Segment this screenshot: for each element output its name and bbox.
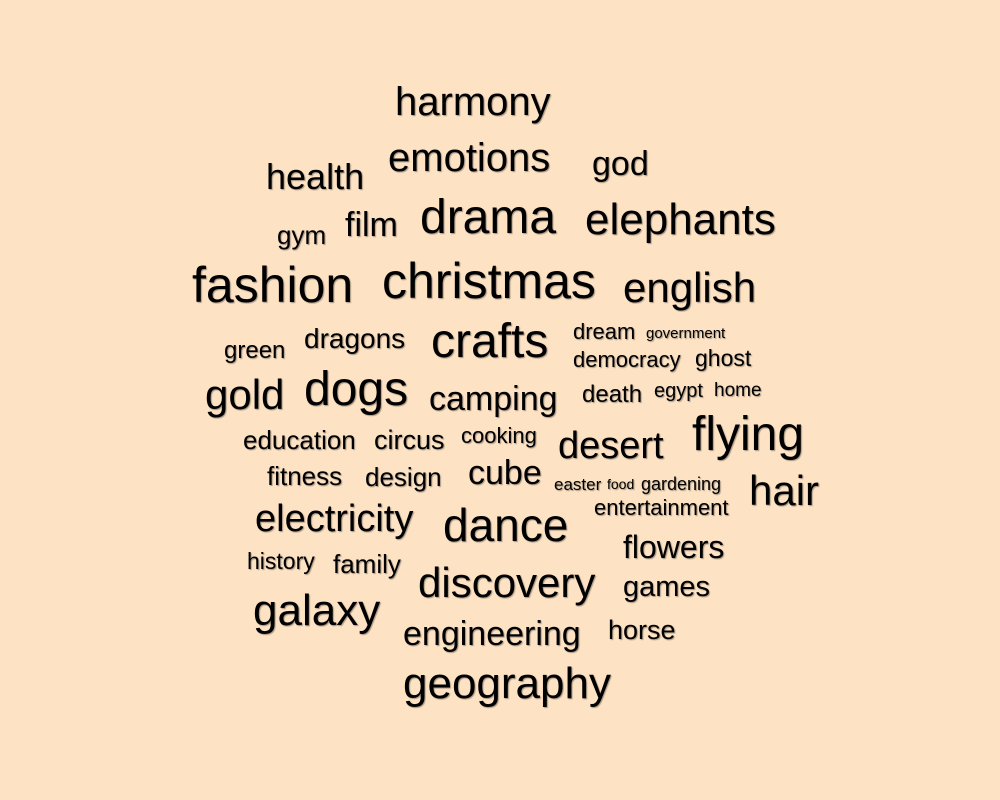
word-electricity: electricity [255, 498, 414, 540]
word-flowers: flowers [623, 529, 725, 565]
word-games: games [623, 571, 711, 603]
word-horse: horse [608, 615, 676, 645]
word-democracy: democracy [573, 347, 681, 372]
word-cooking: cooking [461, 423, 537, 448]
word-christmas: christmas [382, 253, 596, 309]
word-film: film [345, 206, 398, 244]
word-elephants: elephants [585, 195, 776, 244]
word-egypt: egypt [654, 380, 703, 402]
word-dance: dance [443, 499, 569, 551]
word-cube: cube [468, 454, 542, 492]
word-family: family [333, 549, 401, 579]
word-harmony: harmony [395, 80, 551, 124]
word-government: government [646, 325, 726, 342]
word-hair: hair [749, 467, 820, 514]
word-geography: geography [403, 659, 611, 708]
word-history: history [247, 548, 315, 574]
word-entertainment: entertainment [594, 495, 729, 520]
word-dogs: dogs [304, 363, 409, 416]
word-gardening: gardening [641, 474, 722, 494]
word-english: english [623, 264, 757, 311]
word-gold: gold [205, 371, 285, 418]
word-ghost: ghost [695, 345, 752, 371]
word-dragons: dragons [304, 323, 406, 354]
word-fashion: fashion [192, 257, 354, 313]
word-galaxy: galaxy [253, 586, 381, 635]
word-discovery: discovery [418, 559, 596, 606]
word-emotions: emotions [388, 136, 551, 180]
word-home: home [714, 380, 762, 401]
word-engineering: engineering [403, 615, 581, 653]
word-death: death [582, 381, 643, 408]
word-drama: drama [420, 191, 557, 244]
word-education: education [243, 425, 356, 455]
word-desert: desert [558, 425, 664, 467]
word-god: god [592, 145, 649, 183]
word-camping: camping [429, 380, 558, 418]
word-dream: dream [573, 319, 636, 344]
word-fitness: fitness [267, 461, 343, 491]
word-health: health [266, 156, 365, 197]
word-circus: circus [374, 425, 445, 455]
word-flying: flying [692, 408, 805, 461]
word-design: design [365, 462, 442, 492]
word-gym: gym [277, 220, 327, 250]
word-crafts: crafts [431, 315, 549, 368]
word-food: food [607, 476, 635, 492]
word-easter: easter [554, 475, 602, 494]
word-green: green [224, 337, 286, 364]
